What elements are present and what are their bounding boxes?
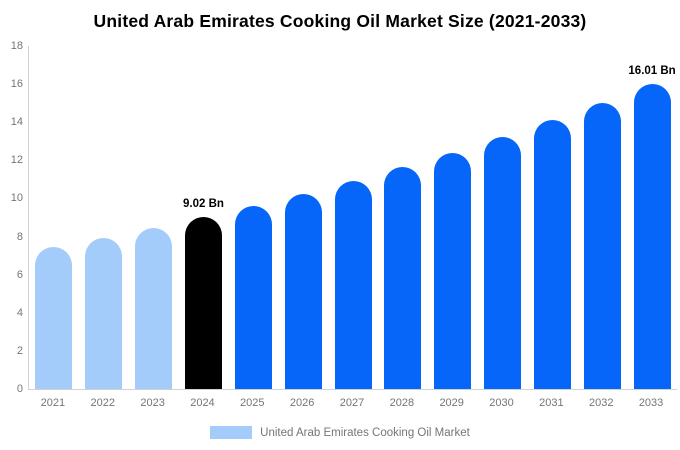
x-axis-label: 2031: [539, 397, 564, 409]
bar-2024[interactable]: [184, 217, 222, 389]
legend: United Arab Emirates Cooking Oil Market: [0, 426, 680, 439]
bar-2022[interactable]: [85, 237, 123, 389]
legend-item[interactable]: United Arab Emirates Cooking Oil Market: [210, 426, 470, 439]
y-tick-label: 10: [10, 192, 23, 205]
x-axis-label: 2025: [240, 397, 265, 409]
bar-value-label: 9.02 Bn: [182, 198, 224, 211]
bar-2031[interactable]: [533, 120, 571, 389]
bar-2033[interactable]: [633, 83, 671, 389]
bar-2025[interactable]: [234, 205, 272, 389]
x-axis-label: 2022: [90, 397, 115, 409]
x-axis-label: 2033: [638, 397, 664, 409]
legend-swatch-icon: [210, 426, 253, 439]
y-tick-label: 4: [16, 306, 23, 319]
bar-2030[interactable]: [484, 136, 522, 389]
bar-value-label: 16.01 Bn: [628, 64, 676, 77]
y-tick-label: 14: [10, 116, 23, 129]
x-axis-label: 2027: [339, 397, 365, 409]
y-tick-label: 2: [16, 344, 23, 357]
bar-2021[interactable]: [35, 247, 73, 389]
bar-2026[interactable]: [284, 193, 322, 389]
bar-2029[interactable]: [434, 152, 472, 389]
bar-2027[interactable]: [334, 180, 372, 389]
legend-label: United Arab Emirates Cooking Oil Market: [260, 426, 470, 439]
y-tick-label: 18: [10, 40, 23, 52]
x-axis-label: 2029: [439, 397, 464, 409]
x-axis-label: 2021: [40, 397, 66, 409]
x-axis-label: 2023: [140, 397, 165, 409]
y-tick-label: 6: [16, 268, 23, 281]
y-tick-label: 12: [10, 154, 23, 167]
y-tick-label: 16: [10, 78, 23, 91]
y-tick-label: 0: [16, 383, 23, 395]
x-axis-label: 2024: [190, 397, 215, 409]
chart-title: United Arab Emirates Cooking Oil Market …: [93, 11, 587, 31]
x-axis-label: 2030: [489, 397, 514, 409]
x-axis-label: 2026: [289, 397, 315, 409]
x-axis-label: 2028: [389, 397, 415, 409]
bar-2028[interactable]: [384, 167, 422, 389]
bar-2023[interactable]: [135, 227, 173, 389]
x-axis-label: 2032: [588, 397, 614, 409]
plot-area: 9.02 Bn 16.01 Bn: [28, 46, 677, 390]
y-tick-label: 8: [16, 230, 23, 243]
bar-2032[interactable]: [583, 102, 621, 389]
